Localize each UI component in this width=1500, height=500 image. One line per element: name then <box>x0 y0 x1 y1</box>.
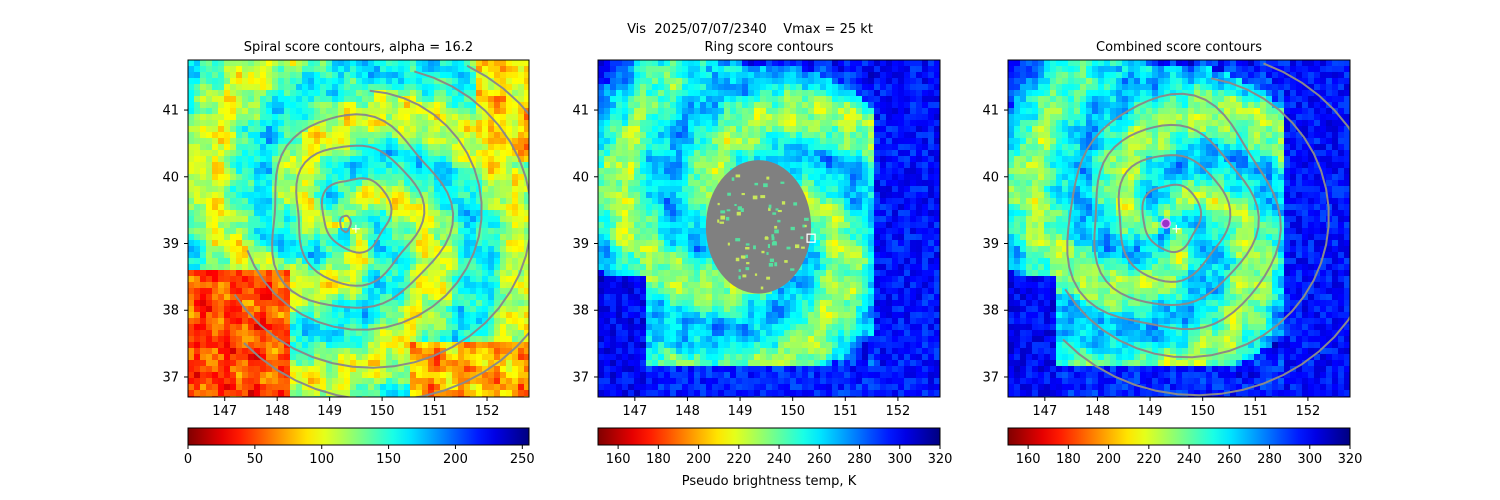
colorbar-tick-label: 260 <box>807 452 832 467</box>
colorbar-tick-label: 50 <box>247 452 264 467</box>
x-tick-label: 152 <box>1295 404 1320 419</box>
panel-2: Ring score contours 147 148 149 150 151 152 37 3… <box>572 40 952 467</box>
x-tick-label: 148 <box>1085 404 1110 419</box>
colorbar-tick-label: 0 <box>184 452 192 467</box>
x-tick-label: 148 <box>675 404 700 419</box>
y-tick-label: 37 <box>982 370 999 385</box>
x-tick-label: 151 <box>833 404 858 419</box>
x-tick-label: 148 <box>265 404 290 419</box>
x-tick-label: 151 <box>422 404 447 419</box>
x-tick-label: 149 <box>1138 404 1163 419</box>
colorbar-tick-label: 200 <box>1096 452 1121 467</box>
x-tick-label: 147 <box>212 404 237 419</box>
y-tick-label: 38 <box>572 304 589 319</box>
best-track-plus-marker <box>1172 224 1181 233</box>
colorbar-tick-label: 180 <box>646 452 671 467</box>
heatmap-image <box>188 60 529 397</box>
colorbar-tick-label: 100 <box>309 452 334 467</box>
colorbar-tick-label: 300 <box>1297 452 1322 467</box>
x-tick-label: 152 <box>885 404 910 419</box>
panel-title: Combined score contours <box>1096 40 1262 55</box>
colorbar-tick-label: 320 <box>1338 452 1363 467</box>
colorbar-tick-label: 240 <box>767 452 792 467</box>
y-tick-label: 39 <box>572 237 589 252</box>
y-tick-label: 38 <box>162 304 179 319</box>
colorbar-tick-label: 260 <box>1217 452 1242 467</box>
colorbar-tick-label: 320 <box>928 452 953 467</box>
y-tick-label: 39 <box>162 237 179 252</box>
y-tick-label: 41 <box>982 104 999 119</box>
panel-title: Ring score contours <box>704 40 833 55</box>
colorbar-tick-label: 240 <box>1177 452 1202 467</box>
panel-3: Combined score contours 147 148 149 150 151 15… <box>982 40 1363 467</box>
y-tick-label: 41 <box>572 104 589 119</box>
colorbar-tick-label: 150 <box>376 452 401 467</box>
axes-frame <box>597 59 941 398</box>
score-contours <box>1062 62 1350 397</box>
x-tick-label: 150 <box>370 404 395 419</box>
colorbar-tick-label: 180 <box>1056 452 1081 467</box>
colorbar-tick-label: 200 <box>686 452 711 467</box>
x-tick-label: 149 <box>728 404 753 419</box>
x-tick-label: 149 <box>317 404 342 419</box>
score-contours <box>233 64 529 397</box>
figure-suptitle: Vis 2025/07/07/2340 Vmax = 25 kt <box>627 22 873 37</box>
colorbar-tick-label: 220 <box>726 452 751 467</box>
x-tick-label: 150 <box>780 404 805 419</box>
y-tick-label: 41 <box>162 104 179 119</box>
colorbar-tick-label: 160 <box>1016 452 1041 467</box>
panel-1: Spiral score contours, alpha = 16.2 147 14… <box>162 40 535 467</box>
axes-frame <box>1007 59 1351 398</box>
heatmap-image <box>1008 60 1350 397</box>
colorbar-tick-label: 250 <box>510 452 535 467</box>
axes-frame <box>187 59 530 398</box>
panel-title: Spiral score contours, alpha = 16.2 <box>244 40 473 55</box>
y-tick-label: 40 <box>982 170 999 185</box>
y-tick-label: 38 <box>982 304 999 319</box>
colorbar-tick-label: 220 <box>1136 452 1161 467</box>
colorbar-tick-label: 200 <box>443 452 468 467</box>
colorbar <box>187 427 530 446</box>
x-tick-label: 152 <box>475 404 500 419</box>
y-tick-label: 40 <box>572 170 589 185</box>
y-tick-label: 37 <box>572 370 589 385</box>
colorbar-label: Pseudo brightness temp, K <box>682 474 857 489</box>
x-tick-label: 150 <box>1190 404 1215 419</box>
heatmap-image <box>598 60 940 397</box>
colorbar-tick-label: 280 <box>1257 452 1282 467</box>
colorbar <box>597 427 941 446</box>
x-tick-label: 147 <box>1032 404 1057 419</box>
colorbar-tick-label: 160 <box>606 452 631 467</box>
y-tick-label: 37 <box>162 370 179 385</box>
x-tick-label: 147 <box>622 404 647 419</box>
colorbar-tick-label: 300 <box>887 452 912 467</box>
combined-center-marker <box>1160 218 1172 229</box>
ring-center-square-marker <box>806 233 816 243</box>
y-tick-label: 40 <box>162 170 179 185</box>
colorbar <box>1007 427 1351 446</box>
x-tick-label: 151 <box>1243 404 1268 419</box>
masked-disk <box>705 160 812 294</box>
colorbar-tick-label: 280 <box>847 452 872 467</box>
y-tick-label: 39 <box>982 237 999 252</box>
best-track-plus-marker <box>351 224 360 233</box>
